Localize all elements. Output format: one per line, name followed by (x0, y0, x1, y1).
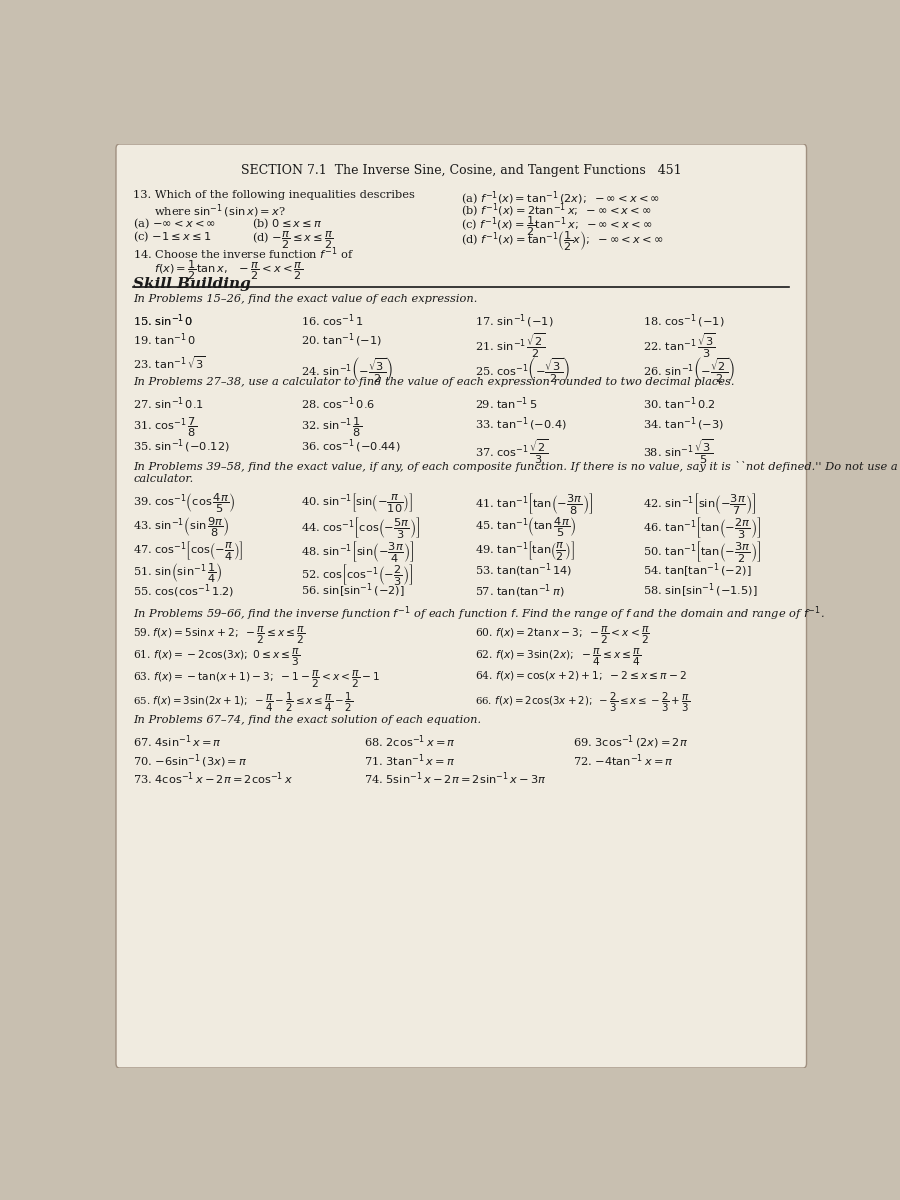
Text: 16. $\cos^{-1} 1$: 16. $\cos^{-1} 1$ (301, 312, 364, 329)
Text: 21. $\sin^{-1}\dfrac{\sqrt{2}}{2}$: 21. $\sin^{-1}\dfrac{\sqrt{2}}{2}$ (475, 331, 545, 360)
Text: 33. $\tan^{-1}(-0.4)$: 33. $\tan^{-1}(-0.4)$ (475, 415, 567, 433)
Text: 65. $f(x) = 3\sin(2x+1);\ -\dfrac{\pi}{4}-\dfrac{1}{2} \leq x \leq \dfrac{\pi}{4: 65. $f(x) = 3\sin(2x+1);\ -\dfrac{\pi}{4… (133, 691, 354, 714)
Text: 15. $\sin^{-1} 0$: 15. $\sin^{-1} 0$ (133, 312, 194, 329)
Text: (a) $f^{-1}(x) = \tan^{-1}(2x);\ -\infty < x < \infty$: (a) $f^{-1}(x) = \tan^{-1}(2x);\ -\infty… (461, 190, 661, 209)
Text: 49. $\tan^{-1}\!\left[\tan\!\left(\dfrac{\pi}{2}\right)\right]$: 49. $\tan^{-1}\!\left[\tan\!\left(\dfrac… (475, 540, 575, 563)
Text: 25. $\cos^{-1}\!\left(-\dfrac{\sqrt{3}}{2}\right)$: 25. $\cos^{-1}\!\left(-\dfrac{\sqrt{3}}{… (475, 355, 571, 384)
Text: 23. $\tan^{-1}\sqrt{3}$: 23. $\tan^{-1}\sqrt{3}$ (133, 355, 206, 372)
Text: 58. $\sin[\sin^{-1}(-1.5)]$: 58. $\sin[\sin^{-1}(-1.5)]$ (643, 582, 757, 600)
Text: 20. $\tan^{-1}(-1)$: 20. $\tan^{-1}(-1)$ (301, 331, 382, 349)
Text: 28. $\cos^{-1} 0.6$: 28. $\cos^{-1} 0.6$ (301, 395, 375, 412)
Text: In Problems 15–26, find the exact value of each expression.: In Problems 15–26, find the exact value … (133, 294, 478, 304)
Text: 36. $\cos^{-1}(-0.44)$: 36. $\cos^{-1}(-0.44)$ (301, 438, 400, 456)
Text: 72. $-4\tan^{-1} x = \pi$: 72. $-4\tan^{-1} x = \pi$ (573, 752, 673, 768)
Text: 57. $\tan(\tan^{-1}\pi)$: 57. $\tan(\tan^{-1}\pi)$ (475, 582, 564, 600)
Text: 31. $\cos^{-1}\dfrac{7}{8}$: 31. $\cos^{-1}\dfrac{7}{8}$ (133, 415, 197, 439)
Text: 74. $5\sin^{-1} x - 2\pi = 2\sin^{-1} x - 3\pi$: 74. $5\sin^{-1} x - 2\pi = 2\sin^{-1} x … (364, 770, 546, 787)
Text: 69. $3\cos^{-1}(2x) = 2\pi$: 69. $3\cos^{-1}(2x) = 2\pi$ (573, 733, 688, 751)
Text: Skill Building: Skill Building (133, 277, 251, 292)
Text: 55. $\cos(\cos^{-1} 1.2)$: 55. $\cos(\cos^{-1} 1.2)$ (133, 582, 235, 600)
Text: 35. $\sin^{-1}(-0.12)$: 35. $\sin^{-1}(-0.12)$ (133, 438, 230, 456)
Text: 39. $\cos^{-1}\!\left(\cos\dfrac{4\pi}{5}\right)$: 39. $\cos^{-1}\!\left(\cos\dfrac{4\pi}{5… (133, 492, 236, 515)
Text: 44. $\cos^{-1}\!\left[\cos\!\left(-\dfrac{5\pi}{3}\right)\right]$: 44. $\cos^{-1}\!\left[\cos\!\left(-\dfra… (301, 516, 419, 540)
Text: 64. $f(x) = \cos(x+2)+1;\ -2 \leq x \leq \pi-2$: 64. $f(x) = \cos(x+2)+1;\ -2 \leq x \leq… (475, 668, 688, 682)
Text: 52. $\cos\!\left[\cos^{-1}\!\left(-\dfrac{2}{3}\right)\right]$: 52. $\cos\!\left[\cos^{-1}\!\left(-\dfra… (301, 562, 413, 587)
Text: 37. $\cos^{-1}\dfrac{\sqrt{2}}{3}$: 37. $\cos^{-1}\dfrac{\sqrt{2}}{3}$ (475, 438, 548, 466)
Text: 60. $f(x) = 2\tan x - 3;\ -\dfrac{\pi}{2} < x < \dfrac{\pi}{2}$: 60. $f(x) = 2\tan x - 3;\ -\dfrac{\pi}{2… (475, 624, 650, 646)
Text: $f(x) = \dfrac{1}{2}\tan x,\ \ -\dfrac{\pi}{2} < x < \dfrac{\pi}{2}$: $f(x) = \dfrac{1}{2}\tan x,\ \ -\dfrac{\… (155, 258, 303, 282)
Text: In Problems 39–58, find the exact value, if any, of each composite function. If : In Problems 39–58, find the exact value,… (133, 461, 898, 472)
Text: 14. Choose the inverse function $f^{-1}$ of: 14. Choose the inverse function $f^{-1}$… (133, 246, 355, 263)
Text: 19. $\tan^{-1} 0$: 19. $\tan^{-1} 0$ (133, 331, 196, 348)
Text: 67. $4\sin^{-1} x = \pi$: 67. $4\sin^{-1} x = \pi$ (133, 733, 222, 750)
Text: 15. $\sin^{-1} 0$: 15. $\sin^{-1} 0$ (133, 312, 194, 329)
Text: 59. $f(x) = 5\sin x + 2;\ -\dfrac{\pi}{2} \leq x \leq \dfrac{\pi}{2}$: 59. $f(x) = 5\sin x + 2;\ -\dfrac{\pi}{2… (133, 624, 306, 646)
Text: 66. $f(x) = 2\cos(3x+2);\ -\dfrac{2}{3} \leq x \leq -\dfrac{2}{3}+\dfrac{\pi}{3}: 66. $f(x) = 2\cos(3x+2);\ -\dfrac{2}{3} … (475, 691, 690, 714)
Text: 68. $2\cos^{-1} x = \pi$: 68. $2\cos^{-1} x = \pi$ (364, 733, 455, 750)
Text: 18. $\cos^{-1}(-1)$: 18. $\cos^{-1}(-1)$ (643, 312, 725, 330)
Text: 71. $3\tan^{-1} x = \pi$: 71. $3\tan^{-1} x = \pi$ (364, 752, 454, 768)
Text: 45. $\tan^{-1}\!\left(\tan\dfrac{4\pi}{5}\right)$: 45. $\tan^{-1}\!\left(\tan\dfrac{4\pi}{5… (475, 516, 577, 539)
Text: 47. $\cos^{-1}\!\left[\cos\!\left(-\dfrac{\pi}{4}\right)\right]$: 47. $\cos^{-1}\!\left[\cos\!\left(-\dfra… (133, 540, 244, 563)
Text: (b) $f^{-1}(x) = 2\tan^{-1} x;\ -\infty < x < \infty$: (b) $f^{-1}(x) = 2\tan^{-1} x;\ -\infty … (461, 203, 652, 221)
Text: 54. $\tan[\tan^{-1}(-2)]$: 54. $\tan[\tan^{-1}(-2)]$ (643, 562, 752, 580)
Text: 22. $\tan^{-1}\dfrac{\sqrt{3}}{3}$: 22. $\tan^{-1}\dfrac{\sqrt{3}}{3}$ (643, 331, 716, 360)
Text: 63. $f(x) = -\tan(x+1) - 3;\ -1-\dfrac{\pi}{2} < x < \dfrac{\pi}{2}-1$: 63. $f(x) = -\tan(x+1) - 3;\ -1-\dfrac{\… (133, 668, 381, 690)
Text: where $\sin^{-1}(\sin x) = x$?: where $\sin^{-1}(\sin x) = x$? (155, 203, 286, 220)
Text: 30. $\tan^{-1} 0.2$: 30. $\tan^{-1} 0.2$ (643, 395, 716, 412)
Text: 53. $\tan(\tan^{-1} 14)$: 53. $\tan(\tan^{-1} 14)$ (475, 562, 572, 580)
Text: In Problems 67–74, find the exact solution of each equation.: In Problems 67–74, find the exact soluti… (133, 715, 482, 725)
Text: 34. $\tan^{-1}(-3)$: 34. $\tan^{-1}(-3)$ (643, 415, 724, 433)
Text: 46. $\tan^{-1}\!\left[\tan\!\left(-\dfrac{2\pi}{3}\right)\right]$: 46. $\tan^{-1}\!\left[\tan\!\left(-\dfra… (643, 516, 760, 540)
Text: 56. $\sin[\sin^{-1}(-2)]$: 56. $\sin[\sin^{-1}(-2)]$ (301, 582, 405, 600)
Text: In Problems 27–38, use a calculator to find the value of each expression rounded: In Problems 27–38, use a calculator to f… (133, 377, 735, 386)
Text: (c) $f^{-1}(x) = \dfrac{1}{2}\tan^{-1} x;\ -\infty < x < \infty$: (c) $f^{-1}(x) = \dfrac{1}{2}\tan^{-1} x… (461, 215, 652, 238)
Text: (d) $-\dfrac{\pi}{2} \leq x \leq \dfrac{\pi}{2}$: (d) $-\dfrac{\pi}{2} \leq x \leq \dfrac{… (252, 230, 334, 252)
Text: 38. $\sin^{-1}\dfrac{\sqrt{3}}{5}$: 38. $\sin^{-1}\dfrac{\sqrt{3}}{5}$ (643, 438, 713, 466)
Text: In Problems 59–66, find the inverse function $f^{-1}$ of each function $f$. Find: In Problems 59–66, find the inverse func… (133, 604, 825, 623)
Text: 42. $\sin^{-1}\!\left[\sin\!\left(-\dfrac{3\pi}{7}\right)\right]$: 42. $\sin^{-1}\!\left[\sin\!\left(-\dfra… (643, 492, 756, 516)
Text: 27. $\sin^{-1} 0.1$: 27. $\sin^{-1} 0.1$ (133, 395, 204, 412)
Text: 32. $\sin^{-1}\dfrac{1}{8}$: 32. $\sin^{-1}\dfrac{1}{8}$ (301, 415, 362, 439)
Text: 13. Which of the following inequalities describes: 13. Which of the following inequalities … (133, 190, 415, 200)
Text: 61. $f(x) = -2\cos(3x);\ 0 \leq x \leq \dfrac{\pi}{3}$: 61. $f(x) = -2\cos(3x);\ 0 \leq x \leq \… (133, 647, 302, 668)
Text: 17. $\sin^{-1}(-1)$: 17. $\sin^{-1}(-1)$ (475, 312, 554, 330)
Text: SECTION 7.1  The Inverse Sine, Cosine, and Tangent Functions   451: SECTION 7.1 The Inverse Sine, Cosine, an… (241, 164, 681, 178)
Text: 51. $\sin\!\left(\sin^{-1}\dfrac{1}{4}\right)$: 51. $\sin\!\left(\sin^{-1}\dfrac{1}{4}\r… (133, 562, 223, 586)
Text: 62. $f(x) = 3\sin(2x);\ -\dfrac{\pi}{4} \leq x \leq \dfrac{\pi}{4}$: 62. $f(x) = 3\sin(2x);\ -\dfrac{\pi}{4} … (475, 647, 642, 668)
Text: (a) $-\infty < x < \infty$: (a) $-\infty < x < \infty$ (133, 217, 217, 232)
Text: 41. $\tan^{-1}\!\left[\tan\!\left(-\dfrac{3\pi}{8}\right)\right]$: 41. $\tan^{-1}\!\left[\tan\!\left(-\dfra… (475, 492, 593, 516)
Text: 40. $\sin^{-1}\!\left[\sin\!\left(-\dfrac{\pi}{10}\right)\right]$: 40. $\sin^{-1}\!\left[\sin\!\left(-\dfra… (301, 492, 413, 515)
Text: (d) $f^{-1}(x) = \tan^{-1}\!\left(\dfrac{1}{2}x\right);\ -\infty < x < \infty$: (d) $f^{-1}(x) = \tan^{-1}\!\left(\dfrac… (461, 230, 664, 253)
Text: calculator.: calculator. (133, 474, 194, 484)
Text: 50. $\tan^{-1}\!\left[\tan\!\left(-\dfrac{3\pi}{2}\right)\right]$: 50. $\tan^{-1}\!\left[\tan\!\left(-\dfra… (643, 540, 760, 564)
Text: (b) $0 \leq x \leq \pi$: (b) $0 \leq x \leq \pi$ (252, 217, 323, 232)
Text: 24. $\sin^{-1}\!\left(-\dfrac{\sqrt{3}}{2}\right)$: 24. $\sin^{-1}\!\left(-\dfrac{\sqrt{3}}{… (301, 355, 393, 384)
Text: 73. $4\cos^{-1} x - 2\pi = 2\cos^{-1} x$: 73. $4\cos^{-1} x - 2\pi = 2\cos^{-1} x$ (133, 770, 293, 787)
Text: 48. $\sin^{-1}\!\left[\sin\!\left(-\dfrac{3\pi}{4}\right)\right]$: 48. $\sin^{-1}\!\left[\sin\!\left(-\dfra… (301, 540, 414, 564)
Text: 29. $\tan^{-1} 5$: 29. $\tan^{-1} 5$ (475, 395, 537, 412)
Text: 43. $\sin^{-1}\!\left(\sin\dfrac{9\pi}{8}\right)$: 43. $\sin^{-1}\!\left(\sin\dfrac{9\pi}{8… (133, 516, 230, 539)
FancyBboxPatch shape (116, 144, 806, 1068)
Text: (c) $-1 \leq x \leq 1$: (c) $-1 \leq x \leq 1$ (133, 230, 212, 245)
Text: 26. $\sin^{-1}\!\left(-\dfrac{\sqrt{2}}{2}\right)$: 26. $\sin^{-1}\!\left(-\dfrac{\sqrt{2}}{… (643, 355, 735, 384)
Text: 70. $-6\sin^{-1}(3x) = \pi$: 70. $-6\sin^{-1}(3x) = \pi$ (133, 752, 248, 769)
